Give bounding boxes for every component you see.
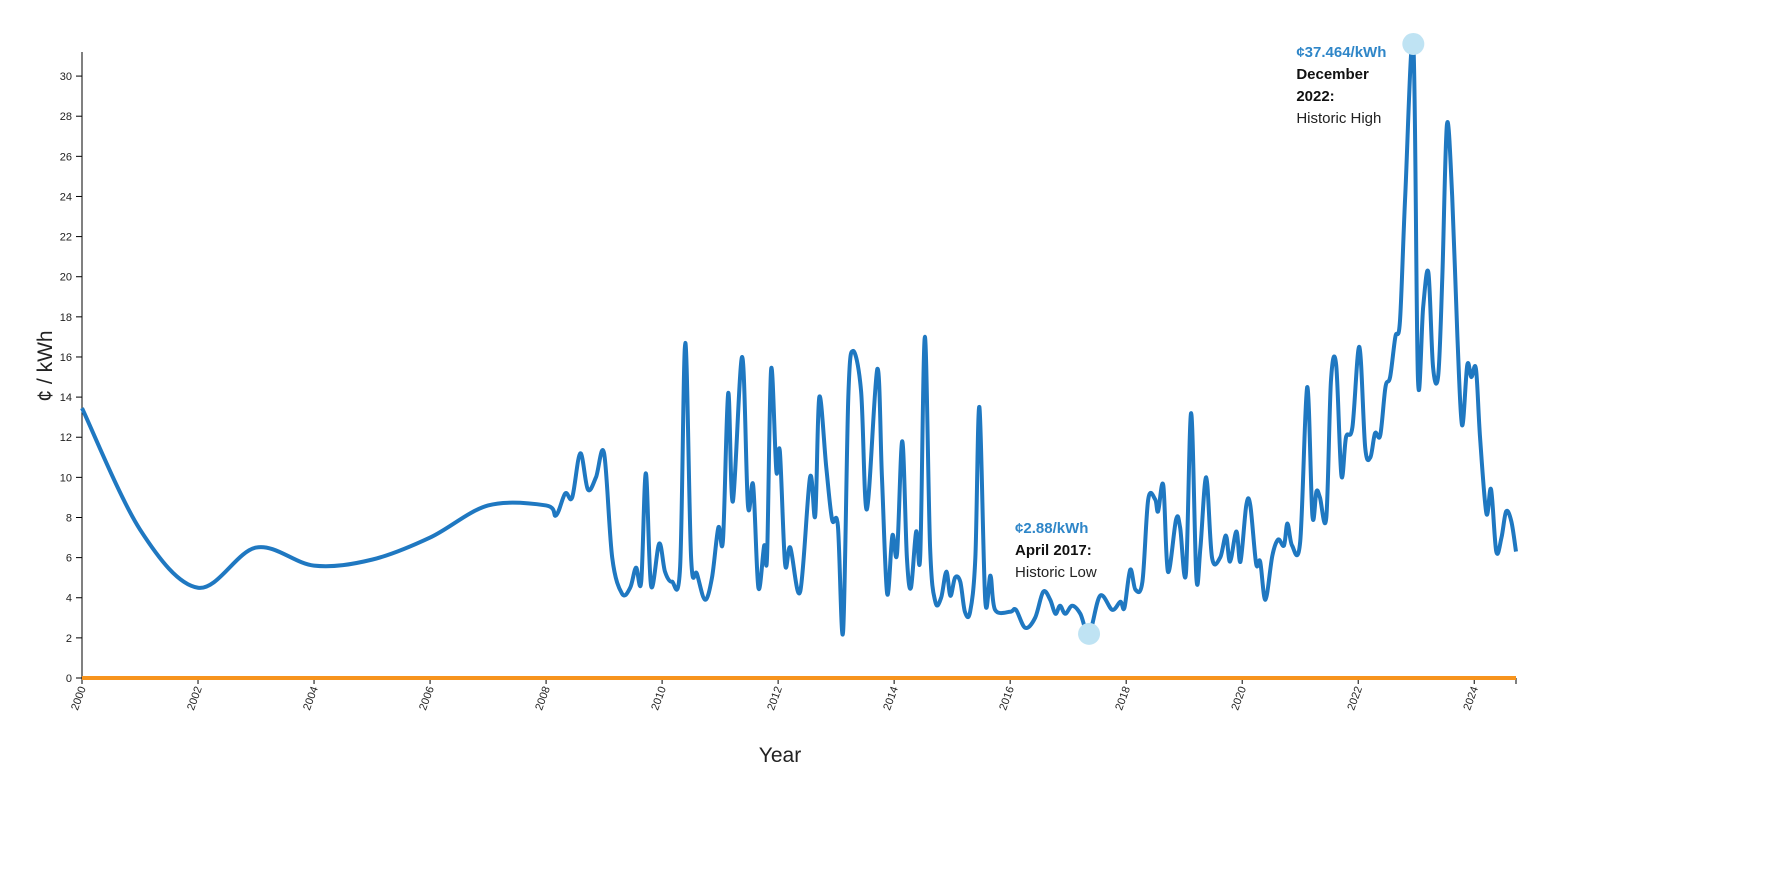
y-tick-label: 22 — [60, 232, 72, 244]
y-tick-label: 16 — [60, 352, 72, 364]
annotation-value-label: ¢2.88/kWh — [1015, 519, 1089, 537]
x-tick-label: 2018 — [1113, 685, 1133, 712]
highlight-point — [1402, 32, 1425, 55]
y-tick-label: 8 — [66, 512, 72, 524]
annotation-value-label: ¢37.464/kWh — [1296, 43, 1387, 61]
highlight-point — [1078, 622, 1101, 645]
y-tick-label: 0 — [66, 673, 72, 685]
x-tick-label: 2016 — [997, 685, 1017, 712]
y-tick-label: 6 — [66, 553, 72, 565]
x-tick-label: 2010 — [649, 685, 669, 712]
annotation-title: December 2022: — [1296, 65, 1369, 105]
y-tick-label: 30 — [60, 71, 72, 83]
x-tick-label: 2002 — [185, 685, 205, 712]
x-tick-label: 2004 — [301, 685, 321, 712]
x-tick-label: 2006 — [417, 685, 437, 712]
x-tick-label: 2014 — [881, 685, 901, 712]
x-tick-label: 2022 — [1345, 685, 1365, 712]
y-tick-label: 12 — [60, 432, 72, 444]
y-tick-label: 26 — [60, 151, 72, 163]
annotation: ¢2.88/kWh April 2017: Historic Low — [1015, 518, 1115, 584]
y-tick-label: 14 — [60, 392, 72, 404]
annotation-title: April 2017: — [1015, 541, 1092, 559]
y-tick-label: 4 — [66, 593, 72, 605]
y-tick-label: 20 — [60, 272, 72, 284]
y-tick-label: 24 — [60, 191, 72, 203]
y-tick-label: 18 — [60, 312, 72, 324]
annotation-note: Historic High — [1296, 109, 1382, 127]
x-tick-label: 2020 — [1229, 685, 1249, 712]
x-tick-label: 2000 — [69, 685, 89, 712]
y-tick-label: 28 — [60, 111, 72, 123]
y-tick-label: 2 — [66, 633, 72, 645]
line — [80, 38, 1518, 637]
x-tick-label: 2024 — [1461, 685, 1481, 712]
x-tick-label: 2012 — [765, 685, 785, 712]
annotation: ¢37.464/kWh December 2022: Historic High — [1296, 42, 1396, 130]
y-axis-label: ¢ / kWh — [34, 330, 57, 401]
y-tick-label: 10 — [60, 472, 72, 484]
x-tick-label: 2008 — [533, 685, 553, 712]
annotation-note: Historic Low — [1015, 563, 1097, 581]
x-axis-label: Year — [759, 744, 801, 767]
